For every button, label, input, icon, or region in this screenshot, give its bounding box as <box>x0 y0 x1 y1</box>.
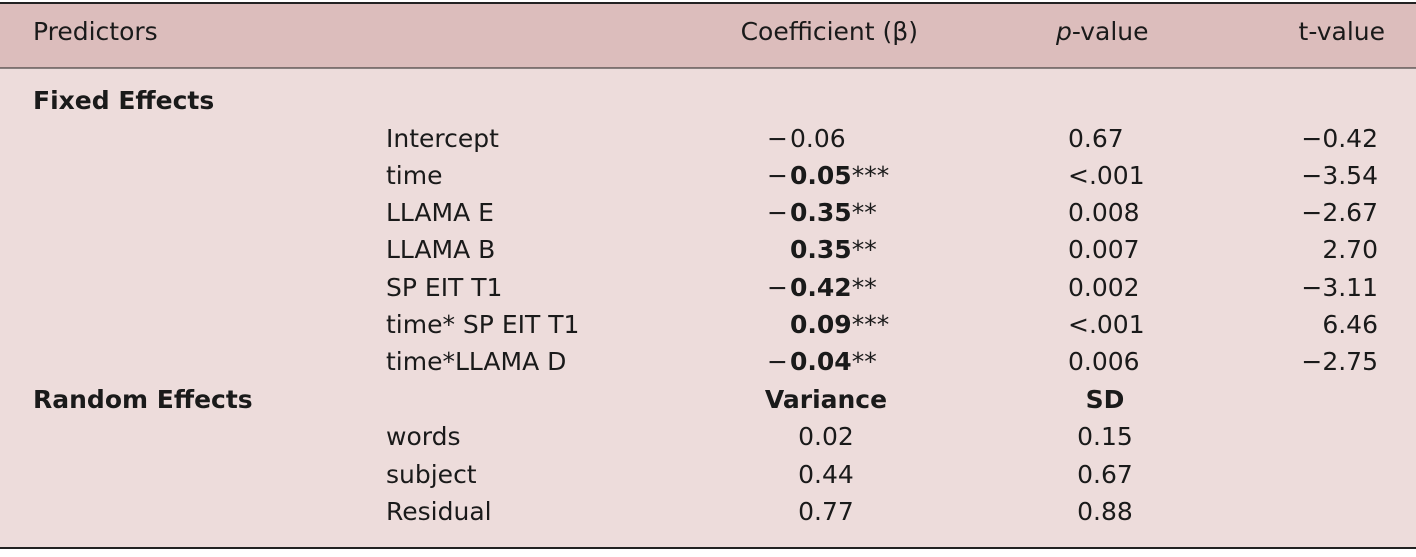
predictor-name: LLAMA E <box>386 198 494 227</box>
p-value: <.001 <box>1068 310 1145 339</box>
p-value: 0.002 <box>1068 273 1140 302</box>
section-title: Fixed Effects <box>33 86 214 115</box>
coef-number: 0.05 <box>790 161 852 190</box>
coef-sign: − <box>767 198 788 227</box>
t-value: −3.11 <box>1301 273 1378 302</box>
coef-cell: 0.42** <box>790 273 877 302</box>
variance: 0.77 <box>798 497 854 526</box>
coef-stars: ** <box>852 347 877 376</box>
coef-sign: − <box>767 347 788 376</box>
coef-number: 0.35 <box>790 235 852 264</box>
header-rest: -value <box>1072 17 1149 46</box>
variance: 0.44 <box>798 460 854 489</box>
variance: 0.02 <box>798 422 854 451</box>
header-cell: Predictors <box>33 17 158 46</box>
t-value: −2.67 <box>1301 198 1378 227</box>
coef-cell: 0.35** <box>790 235 877 264</box>
coef-sign: − <box>767 161 788 190</box>
coef-stars: ** <box>852 273 877 302</box>
effect-name: words <box>386 422 460 451</box>
header-bg <box>0 3 1416 68</box>
sd: 0.88 <box>1077 497 1133 526</box>
effect-name: subject <box>386 460 477 489</box>
header-cell: Coefficient (β) <box>741 17 918 46</box>
p-value: <.001 <box>1068 161 1145 190</box>
sub-header: SD <box>1086 385 1125 414</box>
coef-stars: ** <box>852 198 877 227</box>
t-value: −0.42 <box>1301 124 1378 153</box>
coef-sign: − <box>767 273 788 302</box>
coef-number: 0.42 <box>790 273 852 302</box>
p-value: 0.006 <box>1068 347 1140 376</box>
t-value: −3.54 <box>1301 161 1378 190</box>
t-value: 2.70 <box>1322 235 1378 264</box>
p-value: 0.007 <box>1068 235 1140 264</box>
predictor-name: time*LLAMA D <box>386 347 566 376</box>
predictor-name: SP EIT T1 <box>386 273 502 302</box>
p-value: 0.67 <box>1068 124 1124 153</box>
body-bg <box>0 68 1416 548</box>
coef-stars: ** <box>852 235 877 264</box>
t-value: −2.75 <box>1301 347 1378 376</box>
coef-stars: *** <box>852 310 890 339</box>
section-title: Random Effects <box>33 385 253 414</box>
coef-cell: 0.06 <box>790 124 846 153</box>
coef-cell: 0.35** <box>790 198 877 227</box>
coef-number: 0.04 <box>790 347 852 376</box>
predictor-name: LLAMA B <box>386 235 495 264</box>
coef-cell: 0.04** <box>790 347 877 376</box>
header-italic: p <box>1055 17 1072 46</box>
effect-name: Residual <box>386 497 492 526</box>
predictor-name: Intercept <box>386 124 499 153</box>
header-cell: t-value <box>1299 17 1385 46</box>
coef-sign: − <box>767 124 788 153</box>
sd: 0.67 <box>1077 460 1133 489</box>
coef-number: 0.35 <box>790 198 852 227</box>
t-value: 6.46 <box>1322 310 1378 339</box>
predictor-name: time* SP EIT T1 <box>386 310 579 339</box>
sub-header: Variance <box>765 385 887 414</box>
coef-number: 0.06 <box>790 124 846 153</box>
header-cell: p-value <box>1055 17 1149 46</box>
coef-cell: 0.05*** <box>790 161 889 190</box>
predictor-name: time <box>386 161 442 190</box>
coef-stars: *** <box>852 161 890 190</box>
coef-cell: 0.09*** <box>790 310 889 339</box>
p-value: 0.008 <box>1068 198 1140 227</box>
sd: 0.15 <box>1077 422 1133 451</box>
coef-number: 0.09 <box>790 310 852 339</box>
